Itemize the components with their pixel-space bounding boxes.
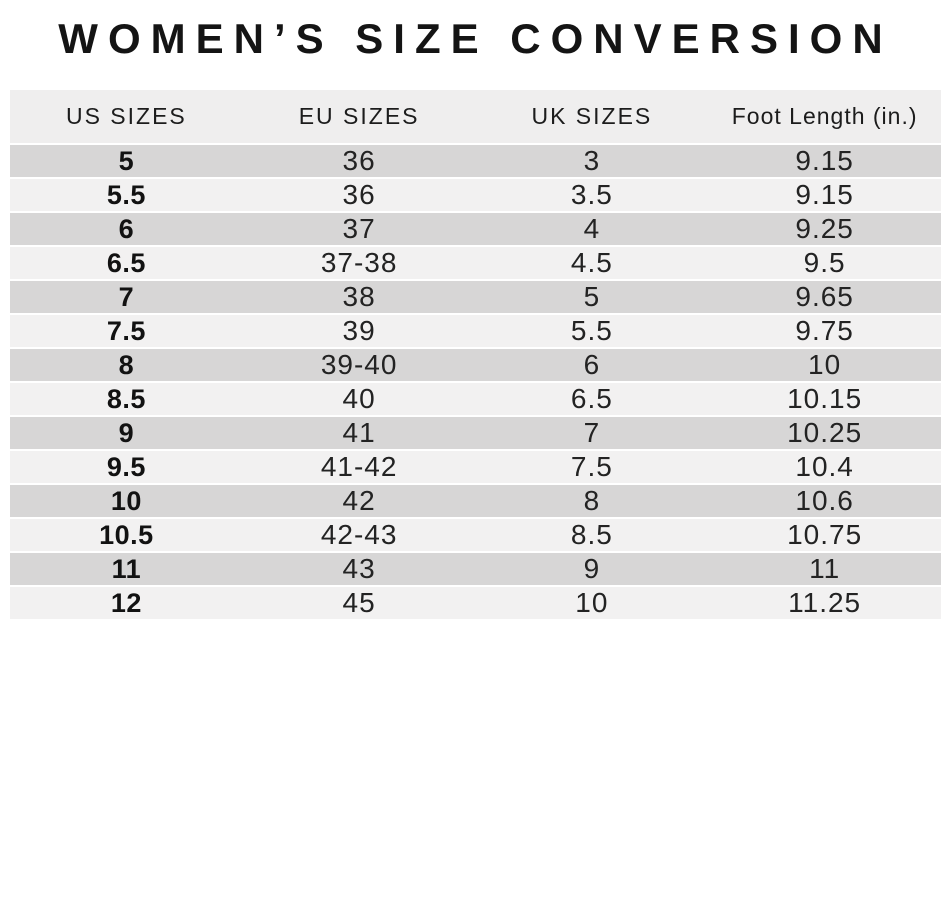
cell-uk-size: 6 (583, 349, 601, 380)
cell-us-size: 6 (118, 213, 135, 244)
cell-foot-length: 10.15 (787, 383, 863, 414)
table-row: 5.5 36 3.5 9.15 (10, 177, 941, 211)
table-row: 10.5 42-43 8.5 10.75 (10, 517, 941, 551)
cell-uk-size: 10 (575, 587, 609, 618)
table-row: 12 45 10 11.25 (10, 585, 941, 619)
cell-us-size: 8.5 (106, 383, 146, 414)
cell-us-size: 12 (110, 587, 142, 618)
table-row: 7 38 5 9.65 (10, 279, 941, 313)
cell-uk-size: 5 (583, 281, 601, 312)
cell-us-size: 7.5 (106, 315, 146, 346)
cell-eu-size: 36 (342, 179, 376, 210)
column-header-eu-sizes: EU SIZES (298, 103, 420, 129)
cell-uk-size: 3.5 (570, 179, 613, 210)
cell-foot-length: 10.6 (795, 485, 854, 516)
cell-uk-size: 7 (583, 417, 601, 448)
table-row: 8 39-40 6 10 (10, 347, 941, 381)
cell-eu-size: 42 (342, 485, 376, 516)
cell-uk-size: 4 (583, 213, 601, 244)
cell-foot-length: 9.75 (795, 315, 854, 346)
page-title: WOMEN’S SIZE CONVERSION (58, 15, 893, 62)
cell-uk-size: 9 (583, 553, 601, 584)
column-header-foot-length: Foot Length (in.) (731, 103, 918, 129)
cell-eu-size: 42-43 (320, 519, 398, 550)
cell-us-size: 9 (118, 417, 135, 448)
column-header-uk-sizes: UK SIZES (531, 103, 653, 129)
cell-us-size: 6.5 (106, 247, 146, 278)
cell-eu-size: 40 (342, 383, 376, 414)
cell-eu-size: 43 (342, 553, 376, 584)
cell-foot-length: 9.5 (803, 247, 846, 278)
cell-uk-size: 3 (583, 145, 601, 176)
cell-eu-size: 39 (342, 315, 376, 346)
cell-us-size: 5 (118, 145, 135, 176)
cell-uk-size: 8.5 (570, 519, 613, 550)
table-row: 9.5 41-42 7.5 10.4 (10, 449, 941, 483)
cell-us-size: 10.5 (99, 519, 154, 550)
column-header-us-sizes: US SIZES (65, 103, 187, 129)
cell-foot-length: 9.25 (795, 213, 854, 244)
size-conversion-table: US SIZES EU SIZES UK SIZES Foot Length (… (10, 90, 941, 917)
cell-foot-length: 11.25 (788, 587, 862, 618)
cell-us-size: 5.5 (106, 179, 146, 210)
cell-uk-size: 6.5 (570, 383, 613, 414)
cell-eu-size: 45 (342, 587, 376, 618)
cell-foot-length: 10.75 (787, 519, 863, 550)
table-row: 5 36 3 9.15 (10, 143, 941, 177)
cell-foot-length: 10.25 (787, 417, 863, 448)
table-header-row: US SIZES EU SIZES UK SIZES Foot Length (… (10, 90, 941, 143)
cell-uk-size: 8 (583, 485, 601, 516)
cell-uk-size: 5.5 (570, 315, 613, 346)
cell-foot-length: 11 (809, 553, 841, 584)
cell-us-size: 9.5 (106, 451, 146, 482)
table-row: 11 43 9 11 (10, 551, 941, 585)
cell-uk-size: 4.5 (570, 247, 613, 278)
table-row: 10 42 8 10.6 (10, 483, 941, 517)
cell-foot-length: 9.65 (795, 281, 854, 312)
cell-uk-size: 7.5 (570, 451, 613, 482)
cell-us-size: 10 (110, 485, 142, 516)
cell-eu-size: 38 (342, 281, 376, 312)
cell-us-size: 8 (118, 349, 135, 380)
cell-eu-size: 37 (342, 213, 376, 244)
table-row: 9 41 7 10.25 (10, 415, 941, 449)
cell-foot-length: 9.15 (795, 145, 854, 176)
cell-us-size: 7 (118, 281, 135, 312)
cell-foot-length: 10 (808, 349, 842, 380)
cell-eu-size: 37-38 (320, 247, 398, 278)
cell-eu-size: 39-40 (320, 349, 398, 380)
cell-eu-size: 36 (342, 145, 376, 176)
table-row: 6 37 4 9.25 (10, 211, 941, 245)
cell-eu-size: 41 (342, 417, 376, 448)
cell-us-size: 11 (111, 553, 142, 584)
cell-foot-length: 9.15 (795, 179, 854, 210)
cell-foot-length: 10.4 (795, 451, 854, 482)
table-row: 8.5 40 6.5 10.15 (10, 381, 941, 415)
cell-eu-size: 41-42 (320, 451, 398, 482)
table-row: 6.5 37-38 4.5 9.5 (10, 245, 941, 279)
table-body: 5 36 3 9.15 5.5 36 3.5 9.15 6 37 4 9.25 6.5 37-38 4.5 9… (10, 143, 941, 619)
table-row: 7.5 39 5.5 9.75 (10, 313, 941, 347)
